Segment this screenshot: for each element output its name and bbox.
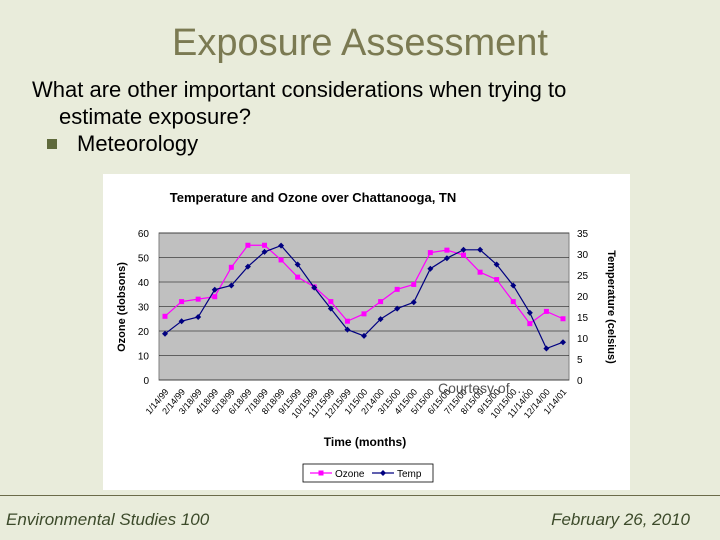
temp-data-point: [410, 299, 417, 306]
ozone-data-point: [477, 269, 483, 275]
right-axis-ticks: 0 5 10 15 20 25 30 35: [577, 229, 589, 387]
temp-data-point: [311, 284, 318, 291]
right-tick-label: 0: [577, 376, 583, 387]
right-tick-label: 35: [577, 229, 589, 240]
right-tick-label: 30: [577, 250, 589, 261]
footer-course: Environmental Studies 100: [6, 510, 210, 529]
ozone-data-point: [427, 250, 433, 256]
footer-divider: [0, 495, 720, 496]
ozone-data-point: [328, 299, 334, 305]
sub-bullet-text: Meteorology: [77, 131, 199, 156]
temp-data-point: [543, 345, 550, 352]
left-tick-label: 20: [138, 327, 150, 338]
temp-data-point: [493, 261, 500, 268]
sub-bullet: Meteorology: [32, 130, 566, 157]
ozone-data-point: [444, 247, 450, 253]
temp-data-point: [211, 286, 218, 293]
temp-data-point: [244, 263, 251, 270]
temp-data-point: [261, 248, 268, 255]
temp-data-point: [162, 330, 168, 337]
bullet-question-line1: What are other important considerations …: [32, 77, 567, 102]
temp-data-point: [195, 314, 202, 320]
ozone-data-point: [212, 294, 218, 300]
right-tick-label: 10: [577, 334, 589, 345]
series-layer: [162, 242, 566, 352]
left-axis-ticks: 0 10 20 30 40 50 60: [138, 229, 150, 387]
ozone-data-point: [527, 321, 533, 327]
bullet-list: What are other important considerations …: [32, 76, 566, 157]
y-axis-label-right: Temperature (celsius): [605, 250, 617, 364]
temp-data-point: [377, 316, 384, 323]
legend-label: Ozone: [335, 469, 365, 480]
temp-data-point: [228, 282, 235, 289]
ozone-data-point: [411, 281, 417, 287]
legend-marker: [380, 470, 386, 476]
temp-data-point: [278, 242, 285, 249]
gridlines: [159, 232, 569, 381]
temp-data-point: [510, 282, 517, 289]
ozone-data-point: [560, 316, 566, 322]
left-tick-label: 0: [143, 376, 149, 387]
y-axis-label-left: Ozone (dobsons): [116, 262, 128, 352]
ozone-data-point: [378, 299, 384, 305]
right-tick-label: 20: [577, 292, 589, 303]
slide-title: Exposure Assessment: [172, 22, 548, 64]
temp-data-point: [427, 265, 434, 272]
ozone-data-point: [262, 242, 267, 248]
chart-container: Temperature and Ozone over Chattanooga, …: [103, 174, 630, 490]
temp-data-point: [344, 326, 351, 333]
ozone-data-point: [344, 318, 350, 324]
left-tick-label: 40: [138, 278, 150, 289]
ozone-data-point: [278, 257, 284, 263]
right-tick-label: 15: [577, 313, 589, 324]
temp-data-point: [394, 305, 401, 312]
ozone-data-point: [195, 296, 201, 302]
temp-data-point: [178, 318, 185, 325]
ozone-data-point: [361, 311, 367, 317]
ozone-data-point: [228, 264, 234, 270]
ozone-data-point: [510, 299, 516, 305]
ozone-data-point: [394, 286, 400, 292]
left-tick-label: 10: [138, 352, 150, 363]
temp-data-point: [560, 339, 566, 346]
legend-box: [302, 463, 434, 483]
ozone-data-point: [543, 308, 549, 314]
legend: Ozone Temp: [310, 469, 422, 480]
ozone-data-point: [494, 277, 500, 283]
bullet-question-line2: estimate exposure?: [59, 104, 251, 129]
legend-label: Temp: [397, 469, 422, 480]
ozone-data-point: [245, 242, 251, 248]
right-tick-label: 25: [577, 271, 589, 282]
temp-data-point: [361, 332, 367, 339]
line-chart: Temperature and Ozone over Chattanooga, …: [116, 190, 617, 483]
square-bullet-icon: [47, 138, 57, 149]
chart-title: Temperature and Ozone over Chattanooga, …: [170, 190, 457, 205]
temp-data-point: [294, 261, 301, 268]
ozone-data-point: [295, 274, 301, 280]
ozone-data-point: [461, 252, 466, 258]
temp-data-point: [460, 246, 467, 253]
ozone-data-point: [179, 299, 185, 305]
left-tick-label: 50: [138, 254, 150, 265]
temp-data-point: [477, 246, 484, 253]
right-tick-label: 5: [577, 355, 583, 366]
footer-date: February 26, 2010: [551, 510, 690, 529]
left-tick-label: 30: [138, 303, 150, 314]
temp-data-point: [443, 255, 450, 262]
temp-data-point: [327, 305, 334, 312]
ozone-data-point: [162, 313, 168, 319]
courtesy-note: Courtesy of ...: [438, 380, 526, 396]
legend-marker: [318, 470, 324, 476]
temp-data-point: [526, 309, 533, 316]
x-axis-label: Time (months): [324, 435, 406, 449]
left-tick-label: 60: [138, 229, 150, 240]
